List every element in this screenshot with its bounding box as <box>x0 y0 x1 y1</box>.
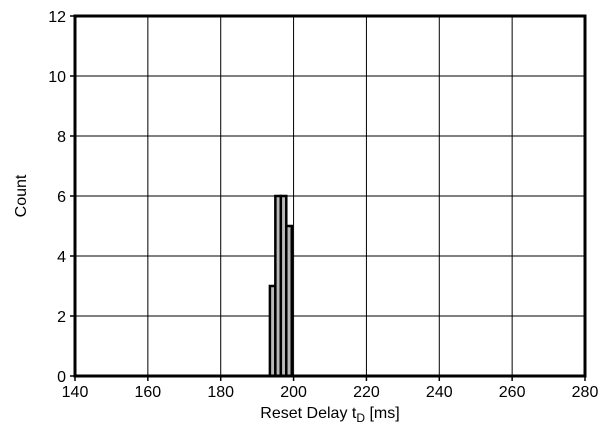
y-tick-label: 8 <box>57 129 66 146</box>
x-tick-label: 220 <box>353 384 380 401</box>
x-axis-title: Reset Delay tD [ms] <box>260 405 399 425</box>
x-axis-title-subscript: D <box>356 411 365 425</box>
y-tick-label: 2 <box>57 309 66 326</box>
y-tick-label: 12 <box>48 9 66 26</box>
y-axis-title: Count <box>13 174 30 217</box>
x-tick-label: 240 <box>426 384 453 401</box>
y-tick-label: 6 <box>57 189 66 206</box>
x-axis-title-suffix: [ms] <box>365 405 400 422</box>
x-tick-labels: 140 160 180 200 220 240 260 280 <box>62 376 599 401</box>
x-tick-label: 200 <box>280 384 307 401</box>
grid-lines <box>74 15 586 377</box>
x-tick-label: 260 <box>499 384 526 401</box>
x-axis-title-main: Reset Delay t <box>260 405 357 422</box>
x-tick-label: 180 <box>207 384 234 401</box>
y-tick-label: 4 <box>57 249 66 266</box>
histogram-bars <box>268 194 293 378</box>
histogram-bar <box>285 224 293 378</box>
x-tick-label: 280 <box>572 384 599 401</box>
y-tick-label: 10 <box>48 69 66 86</box>
x-tick-label: 140 <box>62 384 89 401</box>
y-tick-label: 0 <box>57 369 66 386</box>
x-tick-label: 160 <box>135 384 162 401</box>
y-tick-labels: 0 2 4 6 8 10 12 <box>48 9 75 386</box>
